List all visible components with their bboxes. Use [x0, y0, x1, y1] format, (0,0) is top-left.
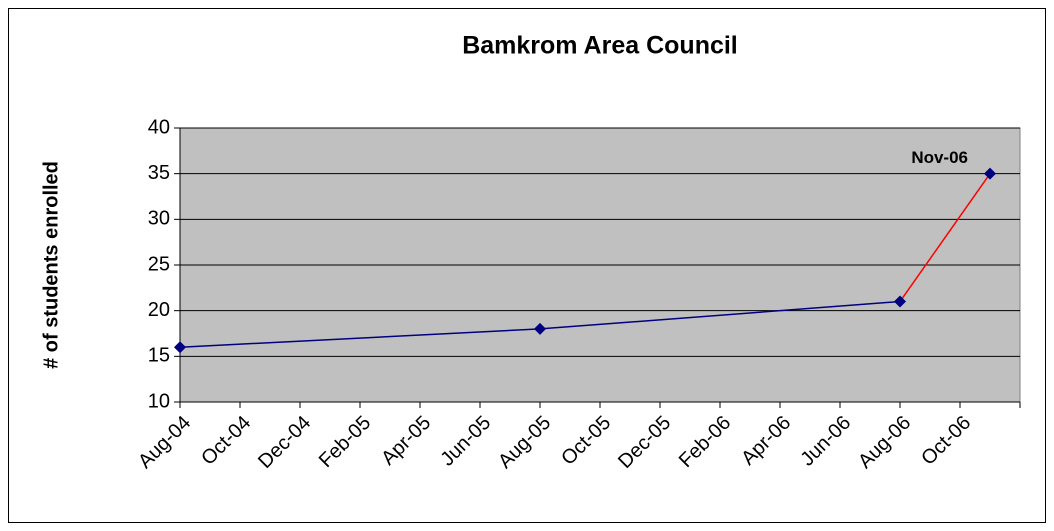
y-tick-label: 35	[148, 162, 170, 184]
y-tick-label: 15	[148, 345, 170, 367]
y-tick-label: 10	[148, 390, 170, 412]
y-axis-label: # of students enrolled	[40, 161, 62, 369]
data-point	[984, 167, 996, 180]
chart-title: Bamkrom Area Council	[462, 32, 738, 60]
annotation: Nov-06	[911, 148, 968, 167]
data-point	[174, 341, 186, 354]
line-segment	[539, 300, 901, 330]
y-tick-label: 25	[148, 253, 170, 275]
data-point	[894, 295, 906, 308]
line-segment	[179, 328, 541, 348]
line-segment	[899, 173, 991, 302]
y-tick-label: 30	[148, 208, 170, 230]
y-tick-label: 40	[148, 116, 170, 138]
y-tick-label: 20	[148, 299, 170, 321]
data-point	[534, 322, 546, 335]
